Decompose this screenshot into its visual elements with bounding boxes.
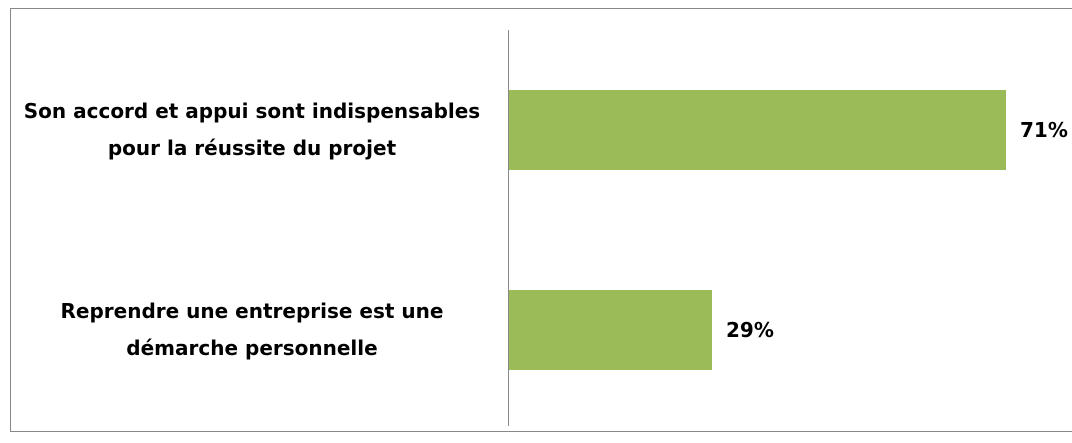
chart-frame — [10, 8, 1072, 432]
category-label: Reprendre une entreprise est une démarch… — [60, 299, 444, 360]
category-axis — [508, 30, 509, 426]
bar — [509, 290, 712, 370]
category-label: Son accord et appui sont indispensables … — [23, 99, 481, 160]
data-label: 71% — [1020, 118, 1068, 142]
bar — [509, 90, 1006, 170]
data-label: 29% — [726, 318, 774, 342]
